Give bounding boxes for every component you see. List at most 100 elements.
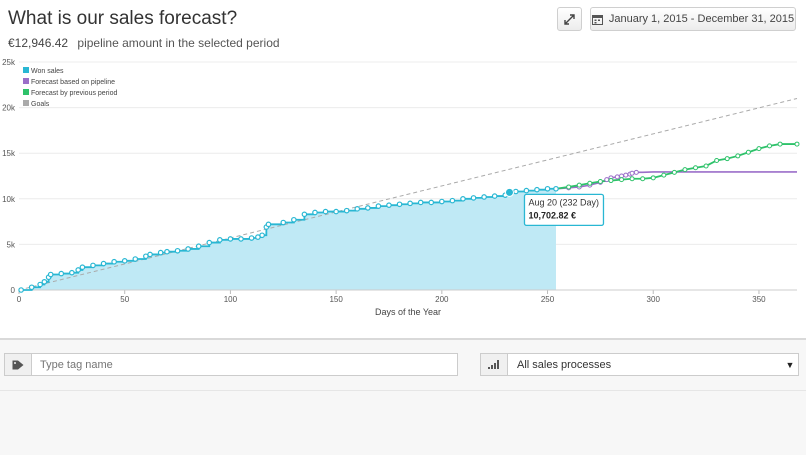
won-sales-point — [248, 235, 255, 241]
x-tick-label: 50 — [120, 295, 129, 304]
previous-period-point — [767, 143, 773, 149]
highlight-point — [504, 187, 514, 197]
pipeline-forecast-line — [555, 171, 797, 190]
won-sales-point — [265, 221, 272, 228]
sales-process-select[interactable]: All sales processes ▼ — [480, 353, 799, 376]
chart-axes: 0 5k 10k 15k 20k 25k 0 50 100 150 200 250 300 350 Days… — [2, 58, 797, 317]
won-sales-point — [41, 278, 48, 285]
previous-period-point — [650, 175, 656, 181]
date-range-button[interactable]: January 1, 2015 - December 31, 2015 — [590, 7, 796, 31]
won-sales-point — [238, 236, 244, 242]
won-sales-point — [365, 205, 371, 211]
legend-label: Goals — [31, 101, 50, 108]
legend-label: Forecast by previous period — [31, 90, 117, 97]
pipeline-point — [623, 172, 629, 178]
won-sales-point — [47, 271, 54, 278]
y-tick-label: 25k — [2, 58, 16, 67]
forecast-panel: What is our sales forecast? €12,946.42 p… — [2, 7, 800, 317]
won-sales-point — [312, 209, 318, 216]
won-sales-point — [174, 247, 181, 254]
won-sales-point — [79, 264, 86, 271]
won-sales-point — [132, 256, 139, 262]
previous-period-point — [794, 141, 800, 147]
chart-series — [18, 97, 800, 293]
won-sales-point — [417, 199, 424, 206]
x-tick-label: 150 — [329, 295, 343, 304]
previous-period-point — [661, 172, 667, 178]
expand-icon — [564, 13, 575, 25]
chart-legend: Won sales Forecast based on pipeline Forec… — [23, 67, 117, 108]
won-sales-point — [513, 188, 519, 195]
pipeline-label: pipeline amount in the selected period — [77, 36, 280, 50]
won-sales-point — [460, 196, 466, 202]
won-sales-point — [69, 269, 75, 276]
won-sales-point — [75, 267, 81, 273]
legend-swatch — [23, 67, 29, 73]
chart-tooltip: Aug 20 (232 Day) 10,702.82 € — [504, 187, 605, 227]
previous-period-point — [597, 178, 603, 184]
previous-period-point — [640, 176, 646, 182]
won-sales-point — [439, 198, 445, 205]
won-sales-point — [491, 193, 498, 199]
won-sales-line — [21, 187, 556, 291]
won-sales-point — [470, 195, 477, 201]
won-sales-point — [100, 260, 107, 267]
won-sales-point — [481, 194, 487, 200]
previous-period-point — [619, 177, 625, 183]
goals-line — [18, 97, 798, 291]
won-sales-area — [21, 188, 556, 290]
legend-label: Won sales — [31, 68, 64, 75]
legend-swatch — [23, 78, 29, 84]
previous-period-point — [735, 153, 741, 159]
x-axis-title: Days of the Year — [375, 307, 441, 317]
x-tick-label: 300 — [647, 295, 661, 304]
y-tick-label: 20k — [2, 104, 16, 113]
previous-period-point — [703, 163, 709, 169]
x-tick-label: 350 — [752, 295, 766, 304]
y-tick-label: 10k — [2, 195, 16, 204]
previous-period-point — [693, 165, 699, 171]
won-sales-point — [301, 211, 308, 218]
tooltip-box — [523, 193, 605, 227]
won-sales-point — [259, 232, 265, 239]
won-sales-point — [111, 258, 117, 265]
won-sales-point — [121, 258, 128, 264]
x-tick-label: 0 — [17, 295, 22, 304]
won-sales-point — [291, 216, 297, 223]
tag-addon — [5, 354, 32, 375]
pipeline-amount: €12,946.42 — [8, 36, 69, 50]
won-sales-point — [58, 270, 65, 277]
previous-period-point — [724, 156, 730, 162]
won-sales-point — [386, 202, 392, 208]
won-sales-point — [164, 248, 170, 255]
date-range-label: January 1, 2015 - December 31, 2015 — [608, 13, 795, 25]
previous-period-point — [777, 141, 783, 147]
won-sales-point — [343, 207, 350, 214]
y-tick-label: 5k — [7, 240, 16, 249]
tag-filter[interactable] — [4, 353, 458, 376]
signal-bars-icon — [488, 360, 499, 369]
won-sales-point — [449, 197, 456, 204]
won-sales-point — [375, 203, 382, 209]
won-sales-point — [37, 281, 43, 288]
previous-period-point — [745, 149, 751, 155]
legend-swatch — [23, 89, 29, 95]
tag-search-input[interactable] — [32, 354, 457, 375]
won-sales-point — [333, 208, 339, 215]
pipeline-summary: €12,946.42 pipeline amount in the select… — [8, 36, 280, 50]
previous-period-point — [756, 146, 762, 152]
tooltip-date: Aug 20 (232 Day) — [528, 197, 599, 207]
previous-period-point — [608, 178, 614, 184]
previous-period-line — [555, 143, 797, 190]
pipeline-point — [629, 170, 635, 176]
won-sales-point — [553, 185, 559, 192]
y-tick-label: 15k — [2, 149, 16, 158]
x-tick-label: 200 — [435, 295, 449, 304]
won-sales-point — [227, 236, 234, 242]
expand-button[interactable] — [557, 7, 582, 31]
won-sales-point — [217, 237, 223, 243]
won-sales-fill — [21, 188, 556, 290]
won-sales-point — [90, 262, 96, 269]
won-sales-point — [534, 186, 540, 193]
won-sales-point — [185, 246, 191, 252]
